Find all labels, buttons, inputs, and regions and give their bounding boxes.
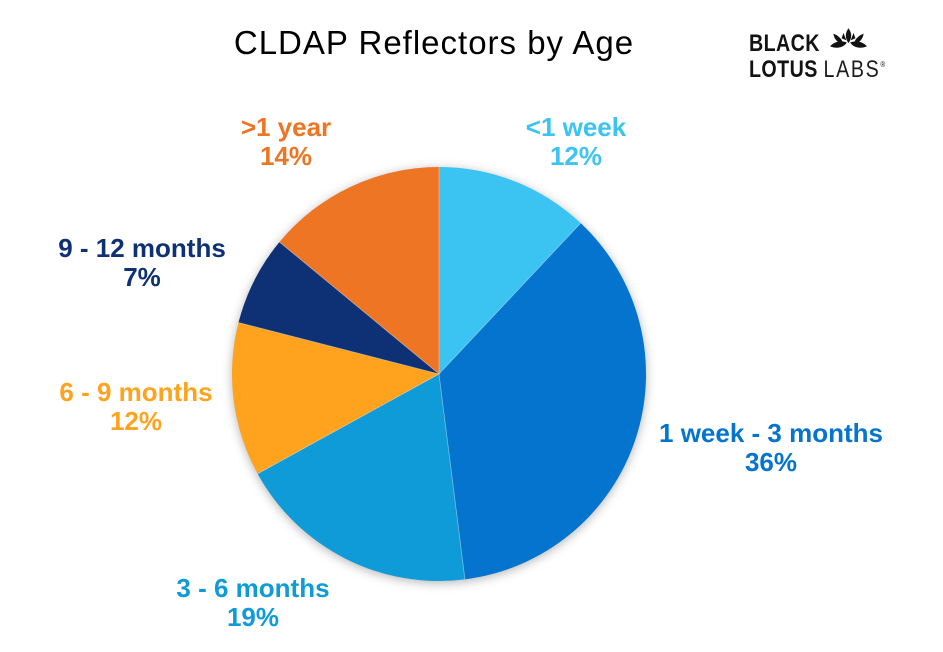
logo-word-labs: LABS bbox=[823, 56, 881, 83]
pie-label-percent: 12% bbox=[109, 406, 163, 436]
pie-label-percent: 12% bbox=[549, 141, 603, 171]
chart-title: CLDAP Reflectors by Age bbox=[233, 24, 635, 61]
slice-divider bbox=[279, 241, 440, 375]
pie-slice-6-9-months bbox=[231, 322, 439, 474]
pie-label-3-6-months: 3 - 6 months 19% bbox=[176, 574, 329, 632]
pie-label-6-9-months: 6 - 9 months 12% bbox=[59, 378, 212, 436]
pie-label-text: 3 - 6 months bbox=[176, 573, 330, 603]
slice-divider bbox=[238, 322, 440, 375]
pie-label-1-week: <1 week 12% bbox=[526, 113, 626, 171]
pie-slice-1-week-3-months bbox=[439, 223, 647, 580]
lotus-flower-icon bbox=[830, 28, 867, 48]
pie-label-text: >1 year bbox=[240, 112, 332, 142]
pie-label-percent: 19% bbox=[226, 602, 280, 632]
pie-label-text: 1 week - 3 months bbox=[659, 418, 883, 448]
pie-slice-9-12-months bbox=[238, 242, 439, 374]
pie-label-percent: 7% bbox=[123, 262, 161, 292]
logo-text: BLACK LOTUS LABS® bbox=[749, 30, 886, 83]
slice-divider bbox=[438, 222, 581, 375]
pie-label-text: 6 - 9 months bbox=[59, 377, 213, 407]
pie-label-9-12-months: 9 - 12 months 7% bbox=[58, 234, 226, 292]
pie-slice-3-6-months bbox=[257, 374, 465, 582]
slice-divider bbox=[438, 373, 466, 580]
pie-label-percent: 14% bbox=[259, 141, 313, 171]
slice-divider bbox=[257, 373, 440, 475]
pie-label-1-year: >1 year 14% bbox=[241, 113, 331, 171]
pie-chart bbox=[231, 167, 647, 582]
pie-label-text: <1 week bbox=[525, 112, 627, 142]
registered-trademark-symbol: ® bbox=[880, 60, 886, 69]
pie-label-1-week-3-months: 1 week - 3 months 36% bbox=[659, 419, 883, 477]
pie-slice-1-week bbox=[439, 167, 581, 374]
pie-slice-1-year bbox=[279, 167, 439, 374]
logo-word-lotus: LOTUS bbox=[749, 56, 818, 83]
logo-word-black: BLACK bbox=[749, 30, 820, 57]
black-lotus-labs-logo: BLACK LOTUS LABS® bbox=[749, 28, 915, 83]
pie-label-percent: 36% bbox=[744, 447, 798, 477]
pie-label-text: 9 - 12 months bbox=[58, 233, 226, 263]
